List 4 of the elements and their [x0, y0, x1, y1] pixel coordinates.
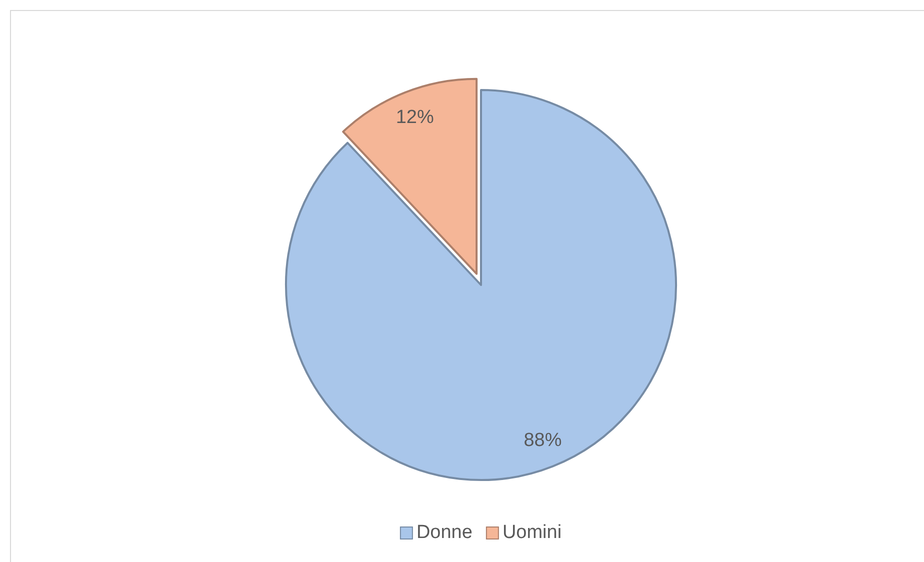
data-label: 12%	[396, 106, 434, 128]
data-label: 88%	[524, 430, 562, 451]
legend-label: Donne	[416, 522, 472, 544]
legend-label: Uomini	[502, 522, 562, 544]
